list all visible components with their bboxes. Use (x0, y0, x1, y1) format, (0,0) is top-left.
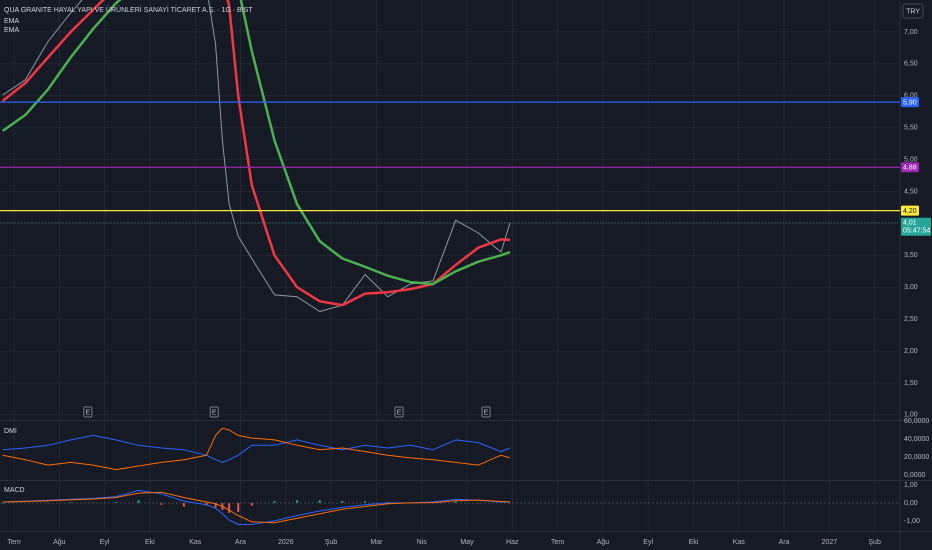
price-label: 5,90 (903, 99, 917, 106)
event-marker[interactable] (209, 406, 219, 418)
x-tick-label: Tem (7, 539, 20, 546)
x-tick-label: Şub (868, 539, 881, 546)
y-tick-label: 5,50 (904, 125, 918, 132)
event-marker[interactable] (481, 406, 491, 418)
price-label-box (901, 205, 919, 216)
y-tick-label: 0,00 (904, 500, 918, 507)
y-tick-label: 4,50 (904, 188, 918, 195)
x-tick-label: Tem (551, 539, 564, 546)
histogram-bar (1, 502, 4, 504)
histogram-bar (182, 502, 185, 507)
pane-title: DMI (4, 428, 17, 435)
histogram-bar (273, 501, 276, 503)
x-tick-label: Ara (779, 539, 790, 546)
x-tick-label: Eki (689, 539, 699, 546)
y-tick-label: 6,50 (904, 61, 918, 68)
histogram-bar (318, 500, 321, 503)
pane (0, 0, 900, 416)
event-label[interactable]: E (212, 409, 217, 416)
y-tick-label: 2,00 (904, 348, 918, 355)
series-line (2, 491, 511, 524)
histogram-bar (228, 502, 231, 513)
y-tick-label: 0,0000 (904, 472, 926, 479)
histogram-bar (250, 502, 253, 506)
currency[interactable]: TRY (906, 8, 920, 15)
price-label: 4,88 (903, 165, 917, 172)
last-price-label: 4,01 (903, 220, 917, 227)
currency-box[interactable] (902, 3, 924, 19)
legend-entry: EMA (4, 27, 20, 34)
x-tick-label: 2026 (278, 539, 294, 546)
y-tick-label: -1,00 (904, 518, 920, 525)
chart-title: QUA GRANITE HAYAL YAPI VE ÜRÜNLERİ SANAY… (4, 5, 253, 14)
y-tick-label: 60,0000 (904, 418, 929, 425)
event-marker[interactable] (394, 406, 404, 418)
y-tick-label: 5,00 (904, 156, 918, 163)
x-tick-label: Kas (733, 539, 746, 546)
histogram-bar (296, 500, 299, 503)
x-tick-label: Ağu (597, 539, 610, 546)
x-tick-label: Mar (370, 539, 383, 546)
pane (2, 427, 511, 471)
x-tick-label: 2027 (822, 539, 838, 546)
countdown: 05:47:54 (903, 228, 930, 235)
y-tick-label: 1,50 (904, 380, 918, 387)
y-tick-label: 1,00 (904, 412, 918, 419)
series-line (1, 0, 511, 307)
price-label: 4,20 (903, 208, 917, 215)
legend-entry: EMA (4, 18, 20, 25)
series-line (1, 0, 511, 286)
x-tick-label: Ağu (53, 539, 66, 546)
x-tick-label: Ara (235, 539, 246, 546)
y-tick-label: 20,0000 (904, 454, 929, 461)
series-line (2, 427, 511, 471)
histogram-bar (214, 502, 217, 508)
histogram-bar (114, 502, 117, 503)
pane-title: MACD (4, 487, 25, 494)
histogram-bar (454, 501, 457, 503)
histogram-bar (509, 502, 512, 504)
event-marker[interactable] (83, 406, 93, 418)
histogram-bar (341, 501, 344, 503)
event-label[interactable]: E (397, 409, 402, 416)
y-tick-label: 6,00 (904, 93, 918, 100)
pane (0, 489, 900, 525)
y-tick-label: 1,00 (904, 482, 918, 489)
x-tick-label: May (460, 539, 474, 546)
x-tick-label: Kas (189, 539, 202, 546)
y-tick-label: 2,50 (904, 316, 918, 323)
x-tick-label: Şub (325, 539, 338, 546)
price-label-box (901, 97, 919, 108)
series-line (2, 434, 511, 463)
histogram-bar (364, 501, 367, 503)
x-tick-label: Haz (506, 539, 519, 546)
y-tick-label: 3,00 (904, 284, 918, 291)
y-tick-label: 3,50 (904, 252, 918, 259)
y-tick-label: 7,00 (904, 29, 918, 36)
x-tick-label: Eyl (643, 539, 653, 546)
histogram-bar (137, 500, 140, 503)
histogram-bar (69, 502, 72, 503)
event-label[interactable]: E (86, 409, 91, 416)
x-tick-label: Eki (145, 539, 155, 546)
histogram-bar (477, 502, 480, 504)
x-tick-label: Eyl (100, 539, 110, 546)
x-tick-label: Nis (417, 539, 428, 546)
last-price-box (901, 217, 931, 236)
y-tick-label: 40,0000 (904, 436, 929, 443)
price-label-box (901, 162, 919, 173)
histogram-bar (160, 502, 163, 505)
event-label[interactable]: E (484, 409, 489, 416)
histogram-bar (237, 502, 240, 512)
series-line (2, 0, 511, 312)
